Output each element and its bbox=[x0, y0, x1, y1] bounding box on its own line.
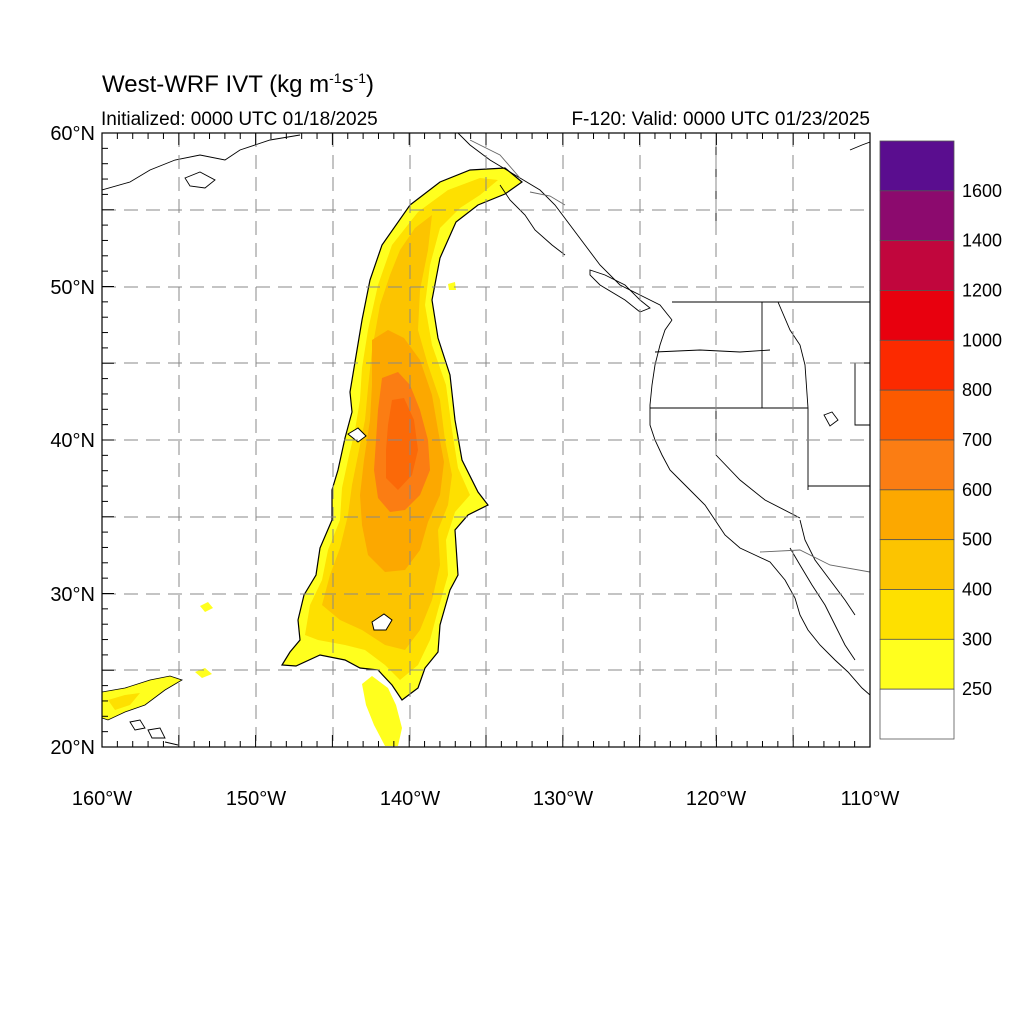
lat-label-30: 30°N bbox=[50, 584, 95, 606]
coast-hawaii-2 bbox=[147, 727, 166, 739]
colorbar-label: 250 bbox=[962, 679, 992, 699]
lon-label-120w: 120°W bbox=[686, 788, 746, 810]
coast-alaska-west bbox=[102, 134, 301, 191]
border-nv-ca bbox=[715, 408, 801, 519]
title-text: West-WRF IVT (kg m bbox=[102, 71, 330, 98]
title-exponent-1: -1 bbox=[329, 70, 342, 86]
colorbar-swatch bbox=[879, 240, 955, 291]
lon-label-160w: 160°W bbox=[72, 788, 132, 810]
coast-alaska-islands bbox=[184, 171, 216, 189]
lat-labels: 60°N 50°N 40°N 30°N 20°N bbox=[50, 123, 95, 759]
coast-west-usa bbox=[649, 319, 870, 696]
ivt-blob-hawaii-inner bbox=[108, 693, 140, 710]
grid-lines bbox=[102, 133, 870, 747]
ivt-speck-1 bbox=[200, 602, 213, 612]
colorbar-swatch bbox=[879, 389, 955, 441]
ivt-blob-south bbox=[362, 676, 402, 746]
coast-gulf-california bbox=[799, 519, 856, 616]
title-text-s: s bbox=[341, 71, 354, 98]
colorbar: 1600 1400 1200 1000 800 700 600 500 400 300 250 bbox=[879, 140, 1002, 740]
lon-label-130w: 130°W bbox=[533, 788, 593, 810]
map-title: West-WRF IVT (kg m-1s-1) bbox=[102, 70, 374, 99]
colorbar-label: 1400 bbox=[962, 231, 1002, 251]
lon-label-110w: 110°W bbox=[841, 788, 900, 810]
lake-1 bbox=[823, 411, 839, 427]
colorbar-swatch bbox=[879, 439, 955, 491]
canada-internal bbox=[469, 139, 521, 179]
ivt-hole-2 bbox=[371, 613, 393, 631]
border-us-mexico bbox=[759, 549, 870, 573]
colorbar-label: 1600 bbox=[962, 181, 1002, 201]
colorbar-swatch bbox=[879, 140, 955, 192]
colorbar-swatch bbox=[879, 339, 955, 391]
colorbar-label: 400 bbox=[962, 580, 992, 600]
lat-label-60: 60°N bbox=[50, 123, 95, 145]
valid-time-label: F-120: Valid: 0000 UTC 01/23/2025 bbox=[571, 109, 870, 130]
coast-hawaii-1 bbox=[129, 719, 146, 731]
colorbar-swatch bbox=[879, 290, 955, 341]
coast-ne-corner bbox=[849, 141, 870, 151]
colorbar-swatch bbox=[879, 489, 955, 541]
colorbar-swatch bbox=[879, 190, 955, 242]
colorbar-label: 1200 bbox=[962, 281, 1002, 301]
lon-labels: 160°W 150°W 140°W 130°W 120°W 110°W bbox=[72, 788, 900, 810]
coast-hawaii-3 bbox=[164, 741, 179, 746]
colorbar-label: 600 bbox=[962, 480, 992, 500]
lat-label-40: 40°N bbox=[50, 430, 95, 452]
title-close: ) bbox=[366, 71, 375, 98]
ivt-speck-3 bbox=[448, 282, 456, 290]
map-content bbox=[102, 133, 870, 747]
coast-bc-islands bbox=[589, 269, 651, 313]
border-ut-co bbox=[854, 362, 870, 426]
colorbar-swatch bbox=[879, 539, 955, 590]
coast-baja bbox=[789, 547, 856, 661]
title-exponent-2: -1 bbox=[353, 70, 367, 86]
colorbar-label: 1000 bbox=[962, 330, 1002, 350]
border-wa-or bbox=[654, 349, 771, 353]
axis-ticks bbox=[101, 132, 871, 748]
colorbar-swatch bbox=[879, 589, 955, 640]
colorbar-label: 300 bbox=[962, 629, 992, 649]
lat-label-50: 50°N bbox=[50, 277, 95, 299]
lat-label-20: 20°N bbox=[50, 737, 95, 759]
ivt-hole-1 bbox=[347, 427, 367, 443]
colorbar-swatch bbox=[879, 638, 955, 690]
colorbar-swatch bbox=[879, 688, 955, 740]
colorbar-label: 800 bbox=[962, 380, 992, 400]
border-id-mt bbox=[777, 301, 809, 409]
init-time-label: Initialized: 0000 UTC 01/18/2025 bbox=[101, 109, 378, 130]
colorbar-label: 500 bbox=[962, 530, 992, 550]
coast-alaska-panhandle bbox=[499, 184, 566, 256]
ivt-blob-hawaii bbox=[102, 675, 183, 721]
colorbar-label: 700 bbox=[962, 430, 992, 450]
lon-label-140w: 140°W bbox=[380, 788, 440, 810]
canada-internal-2 bbox=[529, 191, 566, 206]
lon-label-150w: 150°W bbox=[226, 788, 286, 810]
